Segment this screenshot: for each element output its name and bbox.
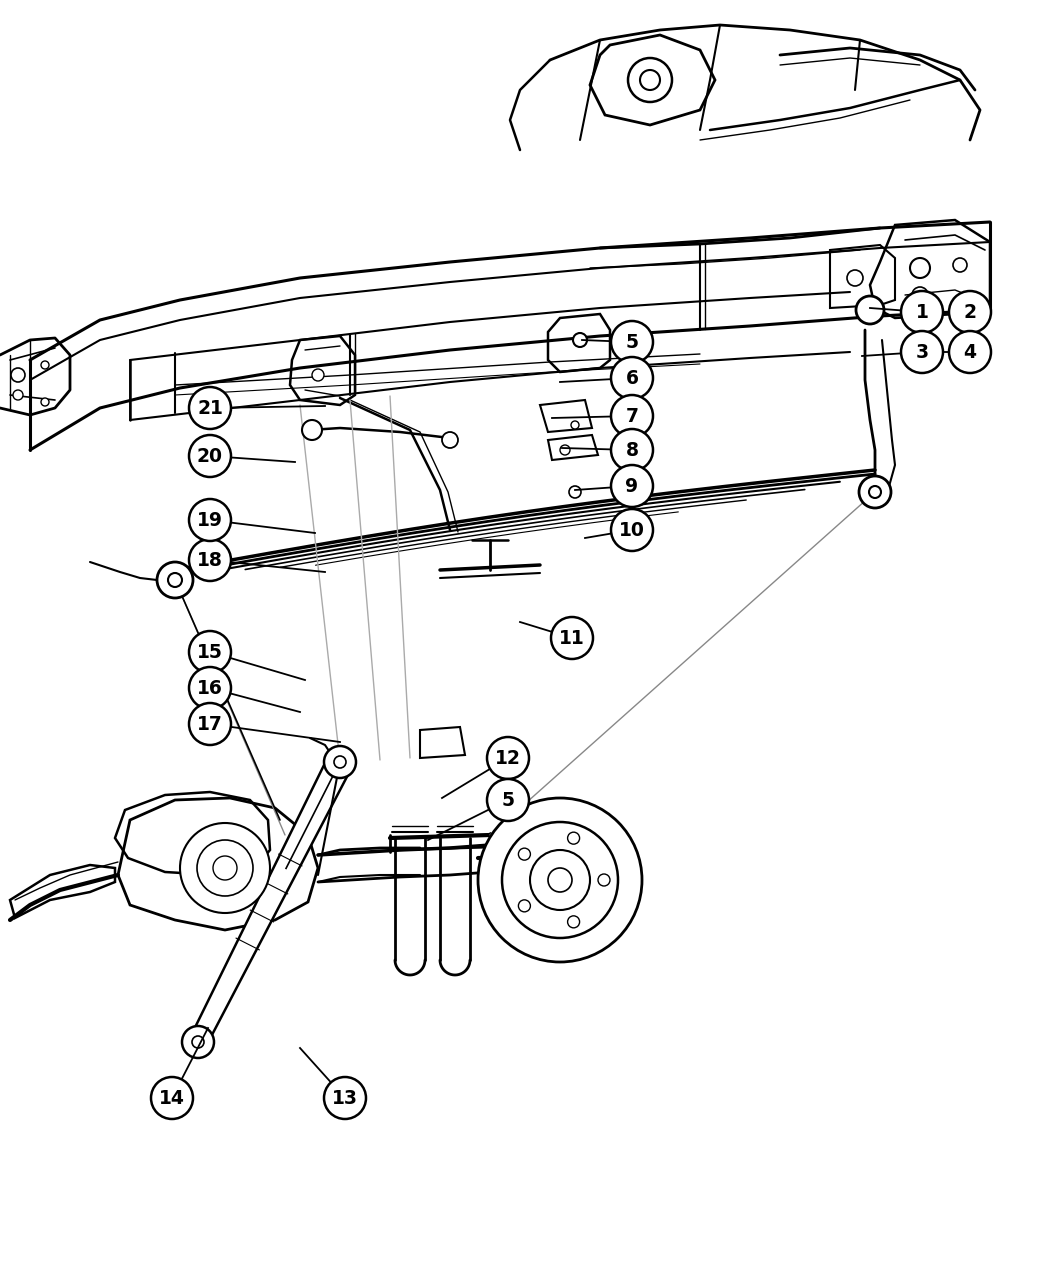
- Circle shape: [41, 398, 49, 405]
- Circle shape: [901, 291, 943, 333]
- Text: 19: 19: [197, 510, 223, 529]
- Circle shape: [189, 703, 231, 745]
- Text: 4: 4: [964, 343, 977, 362]
- Circle shape: [519, 848, 530, 861]
- Text: 16: 16: [197, 678, 223, 697]
- Circle shape: [571, 421, 579, 428]
- Circle shape: [189, 435, 231, 477]
- Circle shape: [189, 539, 231, 581]
- Circle shape: [598, 873, 610, 886]
- Circle shape: [530, 850, 590, 910]
- Text: 10: 10: [620, 520, 645, 539]
- Circle shape: [487, 779, 529, 821]
- Text: 18: 18: [197, 551, 223, 570]
- Text: 9: 9: [626, 477, 638, 496]
- Circle shape: [168, 572, 182, 586]
- Circle shape: [478, 798, 642, 963]
- Circle shape: [611, 321, 653, 363]
- Circle shape: [189, 631, 231, 673]
- Circle shape: [568, 915, 580, 928]
- Circle shape: [312, 368, 324, 381]
- Circle shape: [41, 361, 49, 368]
- Circle shape: [611, 357, 653, 399]
- Text: 14: 14: [159, 1089, 185, 1108]
- Circle shape: [856, 296, 884, 324]
- Circle shape: [611, 395, 653, 437]
- Circle shape: [569, 486, 581, 499]
- Circle shape: [334, 756, 346, 768]
- Circle shape: [573, 333, 587, 347]
- Text: 17: 17: [197, 714, 223, 733]
- Circle shape: [548, 868, 572, 892]
- Text: 5: 5: [626, 333, 638, 352]
- Circle shape: [640, 70, 660, 91]
- Circle shape: [611, 509, 653, 551]
- Text: 6: 6: [626, 368, 638, 388]
- Circle shape: [182, 1026, 214, 1058]
- Text: 12: 12: [495, 748, 521, 768]
- Circle shape: [302, 419, 322, 440]
- Circle shape: [628, 57, 672, 102]
- Circle shape: [151, 1077, 193, 1119]
- Text: 15: 15: [197, 643, 223, 662]
- Polygon shape: [190, 756, 352, 1046]
- Circle shape: [189, 388, 231, 428]
- Circle shape: [189, 667, 231, 709]
- Circle shape: [324, 1077, 366, 1119]
- Circle shape: [189, 499, 231, 541]
- Circle shape: [10, 368, 25, 382]
- Circle shape: [912, 287, 928, 303]
- Text: 8: 8: [626, 440, 638, 459]
- Circle shape: [324, 746, 356, 778]
- Circle shape: [869, 486, 881, 499]
- Text: 20: 20: [197, 446, 223, 465]
- Text: 21: 21: [197, 399, 223, 417]
- Circle shape: [560, 445, 570, 455]
- Text: 2: 2: [964, 302, 977, 321]
- Circle shape: [910, 258, 930, 278]
- Text: 11: 11: [559, 629, 585, 648]
- Circle shape: [197, 840, 253, 896]
- Text: 5: 5: [502, 790, 514, 810]
- Circle shape: [442, 432, 458, 448]
- Circle shape: [949, 291, 991, 333]
- Circle shape: [953, 258, 967, 272]
- Circle shape: [519, 900, 530, 912]
- Circle shape: [192, 1037, 204, 1048]
- Text: 3: 3: [916, 343, 928, 362]
- Circle shape: [611, 465, 653, 507]
- Circle shape: [949, 332, 991, 374]
- Circle shape: [502, 822, 618, 938]
- Circle shape: [847, 270, 863, 286]
- Text: 13: 13: [332, 1089, 358, 1108]
- Circle shape: [180, 822, 270, 913]
- Circle shape: [487, 737, 529, 779]
- Circle shape: [551, 617, 593, 659]
- Circle shape: [568, 833, 580, 844]
- Circle shape: [13, 390, 23, 400]
- Circle shape: [611, 428, 653, 470]
- Circle shape: [901, 332, 943, 374]
- Text: 1: 1: [916, 302, 928, 321]
- Circle shape: [213, 856, 237, 880]
- Circle shape: [158, 562, 193, 598]
- Text: 7: 7: [626, 407, 638, 426]
- Circle shape: [859, 476, 891, 507]
